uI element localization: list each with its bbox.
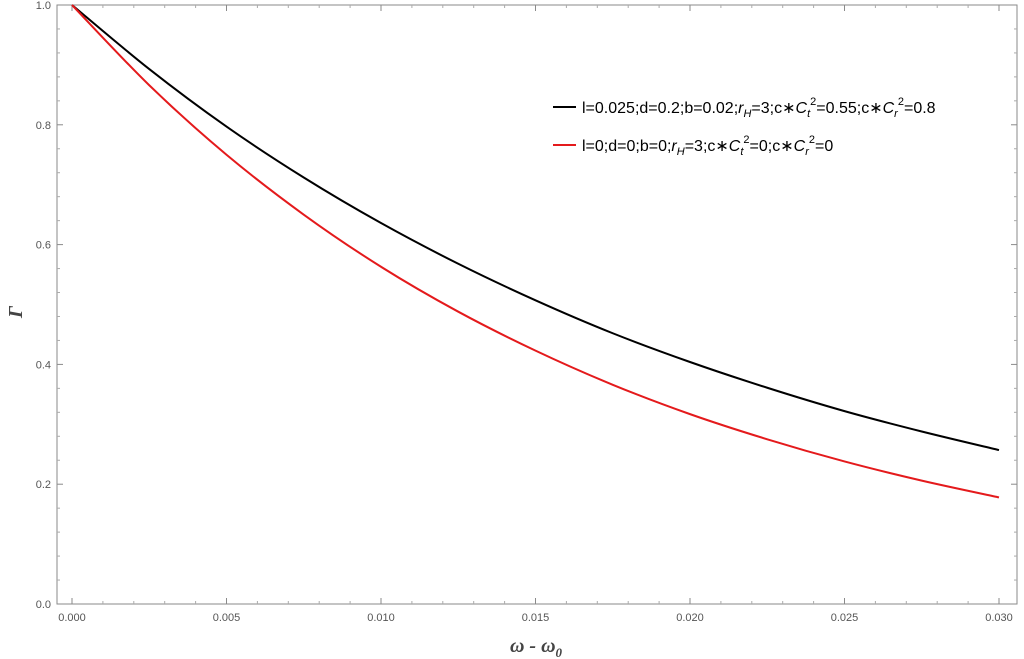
x-tick-label: 0.030 xyxy=(985,612,1013,624)
y-tick-label: 1.0 xyxy=(36,0,51,12)
x-tick-label: 0.025 xyxy=(831,612,859,624)
legend-label-2: l=0;d=0;b=0;rH=3;c∗Ct2=0;c∗Cr2=0 xyxy=(582,134,833,158)
legend: l=0.025;d=0.2;b=0.02;rH=3;c∗Ct2=0.55;c∗C… xyxy=(553,96,936,158)
x-tick-label: 0.010 xyxy=(367,612,395,624)
x-tick-label: 0.005 xyxy=(213,612,241,624)
legend-label-1: l=0.025;d=0.2;b=0.02;rH=3;c∗Ct2=0.55;c∗C… xyxy=(582,96,936,120)
y-tick-label: 0.4 xyxy=(36,359,51,371)
x-axis-ticks: 0.000 0.005 0.010 0.015 0.020 0.025 0.030 xyxy=(58,5,1013,624)
x-tick-label: 0.015 xyxy=(522,612,550,624)
legend-entry-1: l=0.025;d=0.2;b=0.02;rH=3;c∗Ct2=0.55;c∗C… xyxy=(553,96,936,120)
legend-entry-2: l=0;d=0;b=0;rH=3;c∗Ct2=0;c∗Cr2=0 xyxy=(553,134,833,158)
y-axis-title: Γ xyxy=(5,305,27,319)
y-tick-label: 0.2 xyxy=(36,479,51,491)
series-line-2 xyxy=(71,4,1000,499)
plot-border xyxy=(56,4,1018,605)
x-axis-title: ω - ω0 xyxy=(510,635,563,659)
series-line-1 xyxy=(71,4,1000,452)
x-tick-label: 0.020 xyxy=(676,612,704,624)
y-tick-label: 0.0 xyxy=(36,599,51,611)
plot-frame xyxy=(56,4,1018,605)
y-tick-label: 0.8 xyxy=(36,120,51,132)
x-tick-label: 0.000 xyxy=(58,612,86,624)
y-tick-label: 0.6 xyxy=(36,240,51,252)
series-layer xyxy=(71,4,1000,499)
y-axis-ticks: 0.0 0.2 0.4 0.6 0.8 1.0 xyxy=(36,0,1017,611)
